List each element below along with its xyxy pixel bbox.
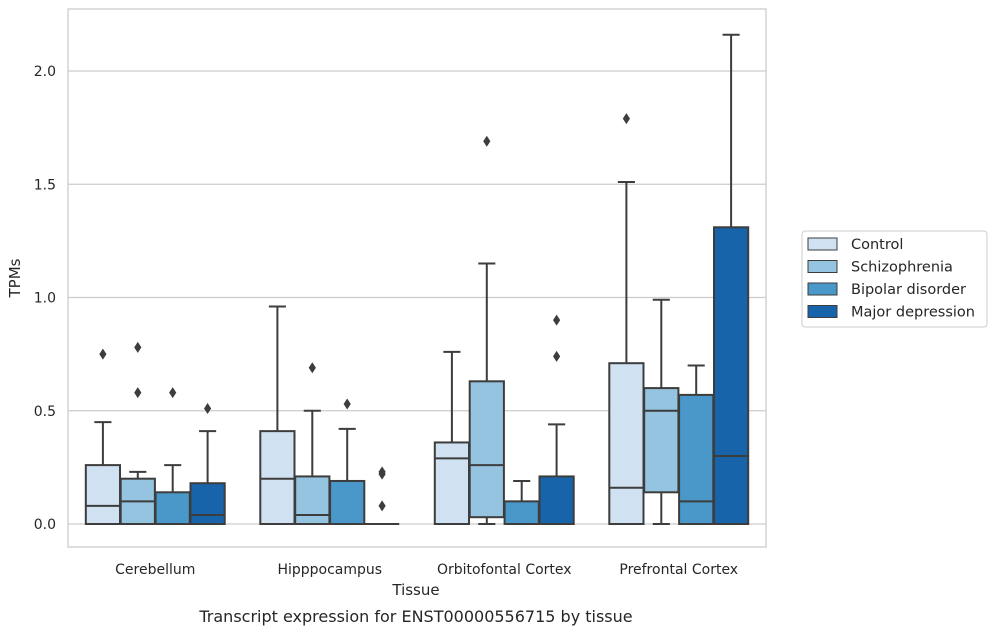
outlier-marker [553,350,561,362]
box [84,464,122,525]
box [608,362,645,525]
legend-label: Bipolar disorder [851,282,966,298]
y-tick-labels: 0.0 0.5 1.0 1.5 2.0 [34,64,56,533]
box [154,491,191,526]
y-tick-label: 1.5 [34,177,56,193]
box [433,441,471,525]
legend-label: Schizophrenia [851,260,953,276]
legend-label: Major depression [851,305,975,321]
x-axis-label: Tissue [391,581,439,599]
box [259,430,296,526]
x-tick-label: Orbitofontal Cortex [437,562,572,578]
y-tick-label: 0.0 [34,517,56,533]
box [712,226,750,525]
outlier-marker [134,387,142,399]
box [189,482,226,526]
legend-swatch [807,305,838,318]
box [468,380,505,519]
outlier-marker [553,314,561,326]
box-groups [84,33,750,526]
outlier-marker [378,466,386,478]
y-tick-label: 0.5 [34,404,56,420]
box [503,500,540,526]
box [329,479,366,525]
y-axis-label: TPMs [6,258,24,298]
legend-swatch [807,282,838,296]
outlier-marker [134,341,142,353]
y-tick-label: 1.0 [34,291,56,307]
box [678,393,715,525]
outlier-marker [343,398,351,410]
legend: Control Schizophrenia Bipolar disorder Majo… [801,230,988,328]
chart-caption: Transcript expression for ENST0000055671… [198,607,632,626]
legend-label: Control [851,237,903,253]
x-tick-labels: Cerebellum Hipppocampus Orbitofontal Corte… [115,562,738,578]
legend-swatch [807,237,838,251]
outlier-marker [483,135,491,147]
outlier-marker [169,387,177,399]
box [643,387,680,494]
x-tick-label: Cerebellum [115,562,195,578]
plot-frame [67,8,767,548]
legend-swatch [807,260,838,273]
outlier-marker [204,402,212,414]
box [538,475,575,525]
x-tick-label: Hipppocampus [277,562,382,578]
outlier-marker [378,500,386,512]
outlier-marker [622,113,630,125]
box [294,475,331,525]
outlier-marker [308,362,316,374]
y-tick-label: 2.0 [34,64,56,80]
legend-frame [801,230,988,328]
x-tick-label: Prefrontal Cortex [619,562,738,578]
outlier-marker [99,348,107,360]
